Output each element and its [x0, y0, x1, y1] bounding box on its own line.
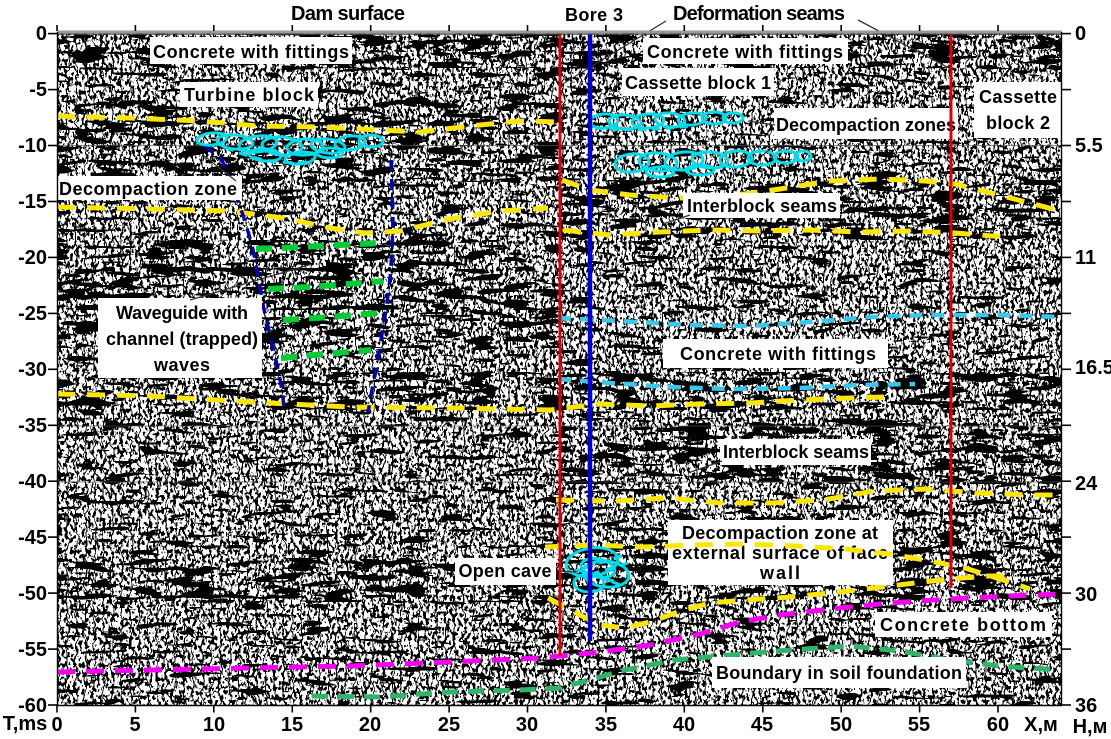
- svg-text:15: 15: [281, 714, 303, 736]
- svg-text:Waveguide with: Waveguide with: [116, 303, 248, 323]
- svg-text:-5: -5: [29, 79, 47, 101]
- svg-text:Boundary in soil foundation: Boundary in soil foundation: [716, 663, 962, 683]
- svg-text:-40: -40: [18, 471, 47, 493]
- svg-text:channel (trapped): channel (trapped): [106, 329, 258, 349]
- svg-text:-60: -60: [18, 695, 47, 717]
- svg-text:0: 0: [36, 23, 47, 45]
- svg-text:40: 40: [673, 714, 695, 736]
- svg-text:Decompaction zone: Decompaction zone: [59, 179, 237, 199]
- svg-text:Open cave: Open cave: [459, 561, 552, 581]
- svg-text:Decompaction zone at: Decompaction zone at: [682, 523, 878, 543]
- svg-text:H,м: H,м: [1073, 716, 1108, 738]
- svg-text:11: 11: [1075, 247, 1096, 269]
- svg-text:45: 45: [751, 714, 773, 736]
- svg-text:Dam surface: Dam surface: [291, 3, 405, 25]
- svg-text:Concrete with fittings: Concrete with fittings: [680, 344, 876, 364]
- svg-text:T,ms: T,ms: [3, 713, 47, 735]
- svg-text:60: 60: [987, 714, 1009, 736]
- svg-text:16.5: 16.5: [1075, 357, 1111, 379]
- svg-text:Bore 3: Bore 3: [565, 5, 623, 25]
- svg-text:30: 30: [1075, 584, 1097, 606]
- svg-text:-25: -25: [18, 303, 47, 325]
- svg-text:5.5: 5.5: [1075, 135, 1103, 157]
- svg-text:-35: -35: [18, 415, 47, 437]
- svg-text:Cassette block 1: Cassette block 1: [625, 73, 771, 93]
- svg-text:Concrete with fittings: Concrete with fittings: [153, 42, 349, 62]
- svg-text:X,м: X,м: [1024, 714, 1058, 736]
- svg-text:Decompaction zones: Decompaction zones: [776, 115, 956, 135]
- svg-text:wall: wall: [759, 563, 800, 583]
- svg-text:30: 30: [516, 714, 538, 736]
- svg-text:Cassette: Cassette: [979, 87, 1057, 107]
- svg-text:24: 24: [1075, 473, 1098, 495]
- svg-text:Turbine block: Turbine block: [184, 85, 315, 105]
- svg-text:-55: -55: [18, 639, 47, 661]
- svg-text:20: 20: [359, 714, 381, 736]
- svg-text:block 2: block 2: [986, 113, 1050, 133]
- svg-text:Interblock seams: Interblock seams: [723, 442, 869, 462]
- svg-text:external surface of face: external surface of face: [672, 543, 888, 563]
- svg-text:35: 35: [595, 714, 617, 736]
- svg-text:5: 5: [129, 714, 140, 736]
- svg-text:Concrete bottom: Concrete bottom: [880, 615, 1046, 635]
- svg-text:-10: -10: [18, 135, 47, 157]
- svg-text:Deformation seams: Deformation seams: [673, 3, 845, 25]
- svg-text:-50: -50: [18, 583, 47, 605]
- svg-text:Concrete with fittings: Concrete with fittings: [647, 42, 843, 62]
- svg-text:25: 25: [438, 714, 460, 736]
- svg-text:0: 0: [1075, 23, 1086, 45]
- svg-text:36: 36: [1075, 695, 1097, 717]
- svg-text:-45: -45: [18, 527, 47, 549]
- svg-text:0: 0: [51, 714, 62, 736]
- svg-text:-20: -20: [18, 247, 47, 269]
- svg-text:-30: -30: [18, 359, 47, 381]
- svg-text:-15: -15: [18, 191, 47, 213]
- svg-text:Interblock seams: Interblock seams: [687, 196, 837, 216]
- svg-text:waves: waves: [153, 355, 210, 375]
- svg-text:50: 50: [830, 714, 852, 736]
- svg-text:10: 10: [203, 714, 225, 736]
- svg-text:55: 55: [908, 714, 930, 736]
